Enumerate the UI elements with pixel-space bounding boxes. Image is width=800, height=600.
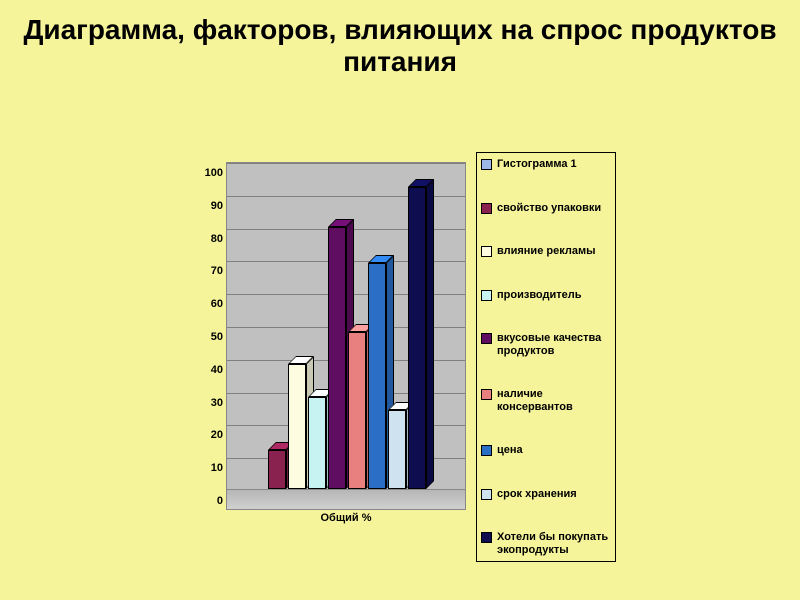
legend-label: цена — [497, 444, 523, 456]
legend-item: свойство упаковки — [481, 202, 611, 214]
legend-label: влияние рекламы — [497, 245, 595, 257]
legend-label: срок хранения — [497, 488, 577, 500]
legend-swatch — [481, 333, 492, 344]
y-tick-label: 100 — [199, 167, 227, 179]
bar — [388, 410, 406, 489]
legend-label: свойство упаковки — [497, 202, 601, 214]
legend-label: вкусовые качества продуктов — [497, 332, 611, 357]
legend-label: производитель — [497, 289, 582, 301]
legend-item: вкусовые качества продуктов — [481, 332, 611, 357]
bar — [348, 332, 366, 489]
legend-item: срок хранения — [481, 488, 611, 500]
bar — [408, 187, 426, 489]
legend: Гистограмма 1 свойство упаковки влияние ре… — [476, 152, 616, 562]
bar — [368, 263, 386, 489]
chart: 0102030405060708090100 Общий % Гистограм… — [188, 152, 618, 562]
legend-item: цена — [481, 444, 611, 456]
y-tick-label: 20 — [199, 429, 227, 441]
y-tick-label: 50 — [199, 331, 227, 343]
legend-item: наличие консервантов — [481, 388, 611, 413]
y-tick-label: 30 — [199, 397, 227, 409]
legend-swatch — [481, 203, 492, 214]
legend-label: Хотели бы покупать экопродукты — [497, 531, 611, 556]
slide: Диаграмма, факторов, влияющих на спрос п… — [0, 0, 800, 600]
bar — [308, 397, 326, 489]
page-title: Диаграмма, факторов, влияющих на спрос п… — [0, 0, 800, 78]
bar — [288, 364, 306, 489]
legend-swatch — [481, 532, 492, 543]
y-tick-label: 40 — [199, 364, 227, 376]
legend-item: производитель — [481, 289, 611, 301]
bar — [268, 450, 286, 489]
bars-group — [227, 161, 465, 489]
y-tick-label: 60 — [199, 298, 227, 310]
legend-label: наличие консервантов — [497, 388, 611, 413]
bar — [328, 227, 346, 489]
y-tick-label: 0 — [199, 495, 227, 507]
legend-swatch — [481, 159, 492, 170]
legend-swatch — [481, 445, 492, 456]
y-tick-label: 10 — [199, 462, 227, 474]
legend-swatch — [481, 290, 492, 301]
legend-item: Хотели бы покупать экопродукты — [481, 531, 611, 556]
y-tick-label: 80 — [199, 233, 227, 245]
y-tick-label: 90 — [199, 200, 227, 212]
legend-label: Гистограмма 1 — [497, 158, 577, 170]
y-tick-label: 70 — [199, 265, 227, 277]
legend-swatch — [481, 489, 492, 500]
legend-item: Гистограмма 1 — [481, 158, 611, 170]
plot-area: 0102030405060708090100 — [226, 162, 466, 510]
legend-swatch — [481, 246, 492, 257]
legend-swatch — [481, 389, 492, 400]
legend-item: влияние рекламы — [481, 245, 611, 257]
plot-floor — [227, 489, 465, 509]
x-axis-label: Общий % — [226, 512, 466, 524]
